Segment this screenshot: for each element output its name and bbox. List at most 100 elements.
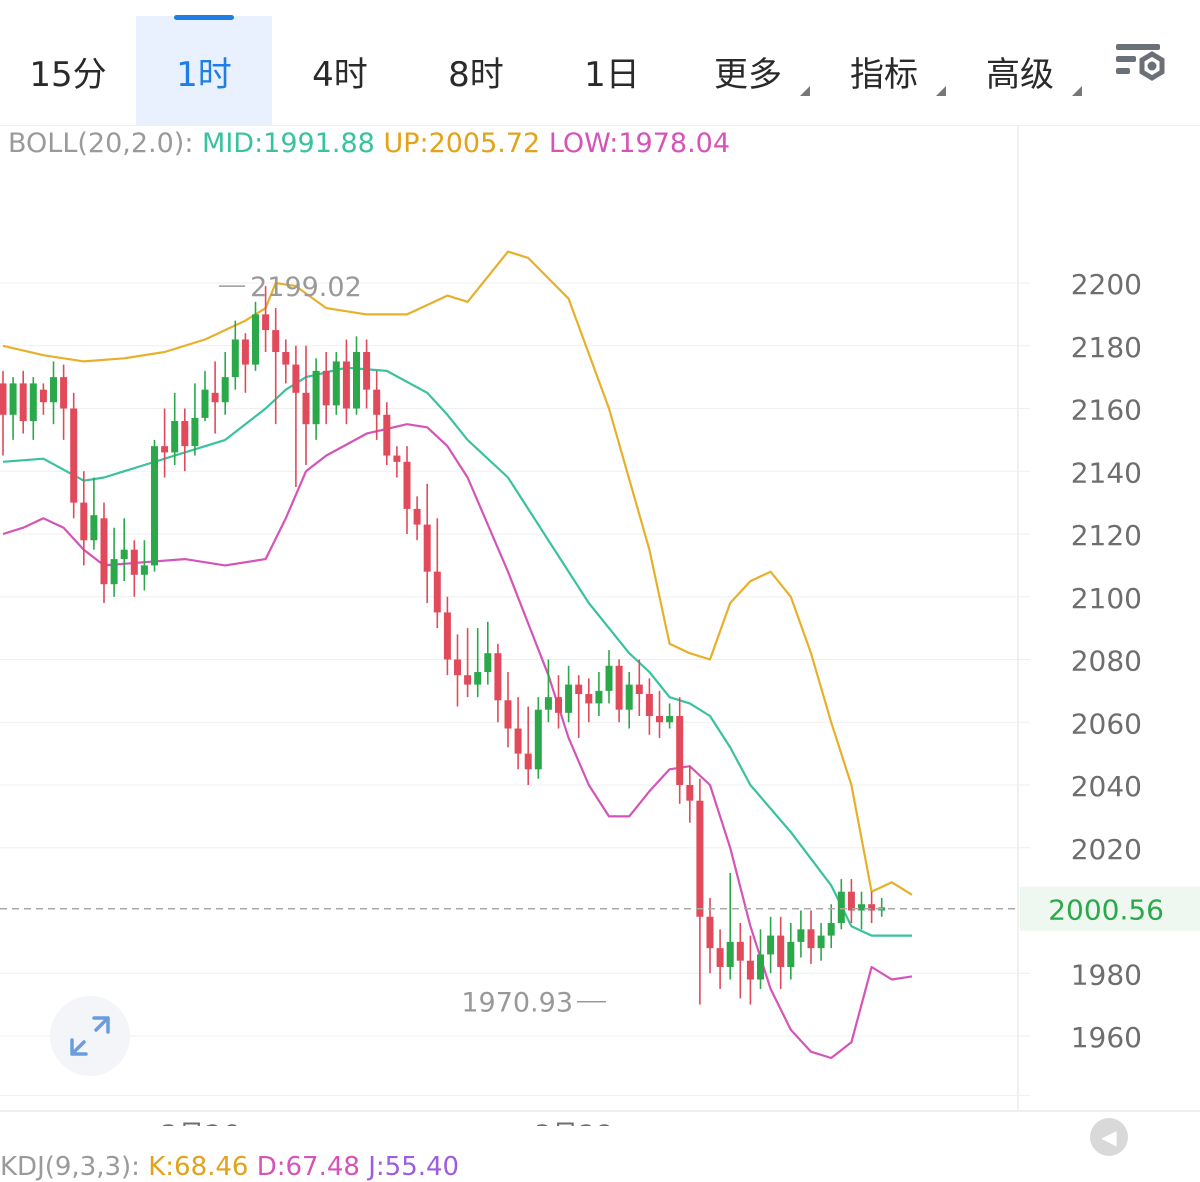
candle-body bbox=[423, 524, 431, 572]
tab-1[interactable]: 15分 bbox=[0, 16, 136, 126]
candle-body bbox=[726, 941, 734, 967]
candle-body bbox=[746, 960, 754, 980]
candle-body bbox=[575, 684, 583, 695]
boll-up-line bbox=[2, 250, 913, 896]
candle-body bbox=[716, 948, 724, 967]
candle-body bbox=[817, 935, 825, 949]
y-tick-label: 2180 bbox=[1071, 331, 1142, 364]
expand-icon bbox=[70, 1016, 110, 1056]
candle-body bbox=[666, 715, 674, 723]
candle-body bbox=[363, 352, 371, 390]
y-tick-label: 2140 bbox=[1071, 456, 1142, 489]
tab-5[interactable]: 1日 bbox=[544, 16, 680, 126]
candle-body bbox=[110, 559, 118, 585]
tab-label: 4时 bbox=[312, 54, 368, 95]
candle-body bbox=[413, 508, 421, 525]
candle-body bbox=[322, 370, 330, 406]
candle-body bbox=[827, 923, 835, 936]
kdj-d: D:67.48 bbox=[256, 1152, 360, 1182]
candle-body bbox=[241, 339, 249, 365]
candle-body bbox=[544, 697, 552, 710]
candle-body bbox=[282, 352, 290, 365]
tab-label: 更多 bbox=[714, 54, 782, 95]
dropdown-triangle-icon bbox=[800, 86, 810, 96]
candle-body bbox=[120, 549, 128, 560]
tab-3[interactable]: 4时 bbox=[272, 16, 408, 126]
boll-mid: MID:1991.88 bbox=[202, 128, 375, 159]
chart-settings-button[interactable] bbox=[1110, 40, 1176, 100]
candle-body bbox=[393, 455, 401, 462]
candle-body bbox=[696, 800, 704, 917]
candle-body bbox=[292, 364, 300, 393]
candle-body bbox=[252, 314, 259, 365]
candle-body bbox=[302, 392, 310, 425]
candle-body bbox=[585, 694, 593, 704]
chart-settings-icon bbox=[1116, 44, 1165, 81]
candle-body bbox=[433, 571, 441, 613]
current-price-badge bbox=[1020, 886, 1200, 931]
boll-low-line bbox=[2, 423, 913, 1060]
candle-body bbox=[635, 684, 643, 695]
y-tick-label: 2160 bbox=[1071, 394, 1142, 427]
dropdown-triangle-icon bbox=[936, 86, 946, 96]
y-tick-label: 2080 bbox=[1071, 645, 1142, 678]
candle-body bbox=[342, 361, 350, 409]
candle-body bbox=[161, 446, 169, 453]
candle-body bbox=[807, 929, 815, 949]
candle-body bbox=[474, 672, 482, 685]
tab-label: 指标 bbox=[850, 54, 918, 95]
candle-body bbox=[39, 389, 47, 403]
candle-body bbox=[403, 461, 411, 509]
tab-4[interactable]: 8时 bbox=[408, 16, 544, 126]
candle-body bbox=[595, 690, 603, 704]
kdj-k: K:68.46 bbox=[148, 1152, 249, 1182]
tab-label: 15分 bbox=[29, 54, 107, 95]
candle-body bbox=[615, 665, 623, 710]
candle-body bbox=[837, 891, 845, 924]
kdj-indicator-readout: KDJ(9,3,3): K:68.46 D:67.48 J:55.40 bbox=[0, 1152, 459, 1182]
candle-body bbox=[484, 653, 492, 673]
scroll-to-latest-button[interactable]: ◀ bbox=[1090, 1118, 1128, 1156]
current-price-label: 2000.56 bbox=[1048, 894, 1164, 927]
tab-7[interactable]: 指标 bbox=[816, 16, 952, 126]
y-tick-label: 2020 bbox=[1071, 833, 1142, 866]
tab-label: 1日 bbox=[584, 54, 640, 95]
candle-body bbox=[373, 389, 381, 415]
x-tick-label: 3月26 bbox=[161, 1120, 240, 1126]
tab-label: 8时 bbox=[448, 54, 504, 95]
tab-label: 高级 bbox=[986, 54, 1054, 95]
candle-body bbox=[514, 728, 522, 754]
candle-body bbox=[332, 361, 340, 406]
y-tick-label: 1960 bbox=[1071, 1021, 1142, 1054]
tab-6[interactable]: 更多 bbox=[680, 16, 816, 126]
candle-body bbox=[524, 753, 532, 770]
candle-body bbox=[171, 421, 179, 453]
y-tick-label: 2040 bbox=[1071, 770, 1142, 803]
candle-body bbox=[464, 675, 472, 685]
candle-body bbox=[383, 414, 391, 456]
tab-2[interactable]: 1时 bbox=[136, 15, 272, 126]
candle-body bbox=[19, 383, 27, 422]
candle-body bbox=[625, 684, 633, 710]
candle-body bbox=[191, 417, 199, 447]
candle-body bbox=[201, 389, 209, 418]
scroll-start-icon: ◀ bbox=[1101, 1125, 1117, 1149]
candle-body bbox=[555, 697, 562, 713]
candle-body bbox=[181, 421, 189, 447]
candle-body bbox=[262, 314, 270, 331]
fullscreen-button[interactable] bbox=[50, 996, 130, 1076]
candle-body bbox=[797, 929, 805, 942]
candle-body bbox=[868, 904, 876, 911]
candle-body bbox=[80, 502, 88, 541]
candle-body bbox=[29, 383, 37, 422]
boll-name: BOLL(20,2.0): bbox=[8, 128, 194, 159]
candlestick-chart[interactable]: 2200 2180 2160 2140 2120 2100 2080 2060 2040 2020… bbox=[0, 126, 1200, 1126]
y-tick-label: 2200 bbox=[1071, 268, 1142, 301]
candle-body bbox=[454, 659, 461, 676]
candle-body bbox=[706, 916, 714, 949]
tab-label: 1时 bbox=[176, 54, 232, 95]
x-tick-label: 3月28 bbox=[534, 1120, 613, 1126]
candle-body bbox=[130, 549, 138, 575]
candle-body bbox=[90, 515, 98, 541]
tab-8[interactable]: 高级 bbox=[952, 16, 1088, 126]
